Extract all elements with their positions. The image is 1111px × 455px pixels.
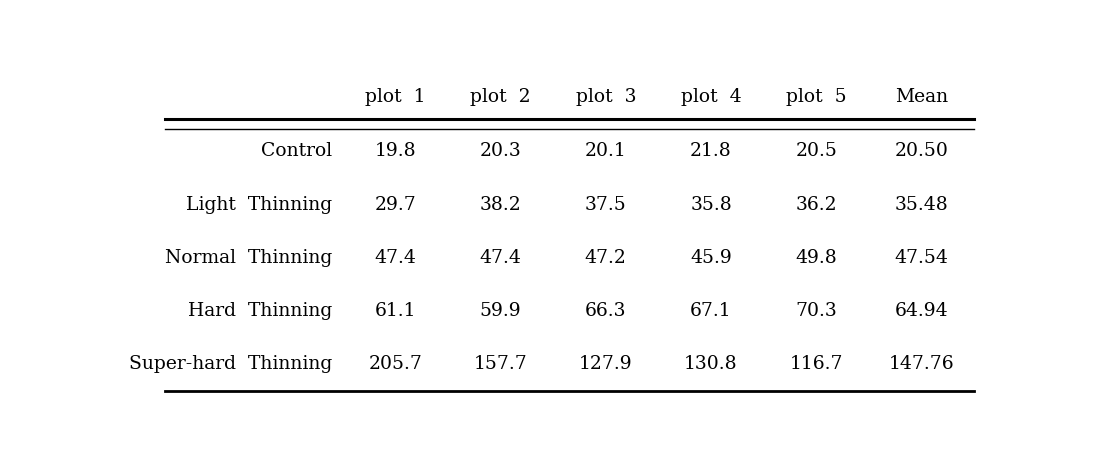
Text: Hard  Thinning: Hard Thinning <box>188 302 332 320</box>
Text: 116.7: 116.7 <box>790 355 843 373</box>
Text: 21.8: 21.8 <box>690 142 732 160</box>
Text: 47.2: 47.2 <box>584 249 627 267</box>
Text: 45.9: 45.9 <box>690 249 732 267</box>
Text: 20.1: 20.1 <box>584 142 627 160</box>
Text: Super-hard  Thinning: Super-hard Thinning <box>129 355 332 373</box>
Text: 35.8: 35.8 <box>690 196 732 213</box>
Text: 47.54: 47.54 <box>894 249 949 267</box>
Text: 127.9: 127.9 <box>579 355 632 373</box>
Text: 20.50: 20.50 <box>894 142 949 160</box>
Text: Light  Thinning: Light Thinning <box>187 196 332 213</box>
Text: 38.2: 38.2 <box>480 196 521 213</box>
Text: 205.7: 205.7 <box>369 355 422 373</box>
Text: 157.7: 157.7 <box>473 355 528 373</box>
Text: 35.48: 35.48 <box>894 196 949 213</box>
Text: plot  4: plot 4 <box>681 88 741 106</box>
Text: 37.5: 37.5 <box>584 196 627 213</box>
Text: 130.8: 130.8 <box>684 355 738 373</box>
Text: 20.5: 20.5 <box>795 142 838 160</box>
Text: 29.7: 29.7 <box>374 196 417 213</box>
Text: 61.1: 61.1 <box>374 302 417 320</box>
Text: Mean: Mean <box>894 88 948 106</box>
Text: plot  1: plot 1 <box>366 88 426 106</box>
Text: plot  2: plot 2 <box>470 88 531 106</box>
Text: 20.3: 20.3 <box>480 142 521 160</box>
Text: 47.4: 47.4 <box>480 249 521 267</box>
Text: 66.3: 66.3 <box>585 302 627 320</box>
Text: Normal  Thinning: Normal Thinning <box>166 249 332 267</box>
Text: Control: Control <box>261 142 332 160</box>
Text: 36.2: 36.2 <box>795 196 837 213</box>
Text: 64.94: 64.94 <box>894 302 949 320</box>
Text: 47.4: 47.4 <box>374 249 417 267</box>
Text: 19.8: 19.8 <box>374 142 417 160</box>
Text: 67.1: 67.1 <box>690 302 732 320</box>
Text: 59.9: 59.9 <box>480 302 521 320</box>
Text: 70.3: 70.3 <box>795 302 837 320</box>
Text: plot  3: plot 3 <box>575 88 637 106</box>
Text: 49.8: 49.8 <box>795 249 837 267</box>
Text: plot  5: plot 5 <box>785 88 847 106</box>
Text: 147.76: 147.76 <box>889 355 954 373</box>
